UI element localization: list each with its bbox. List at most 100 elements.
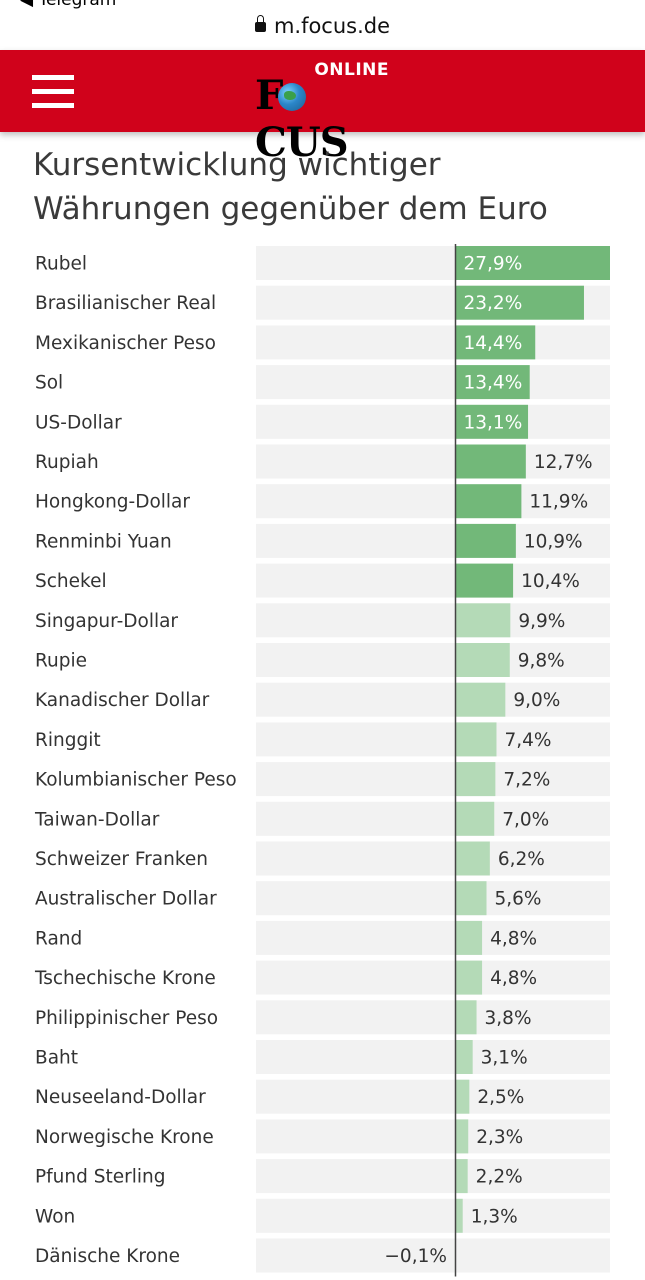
category-label: Rand bbox=[35, 928, 82, 949]
logo-online-text: ONLINE bbox=[314, 60, 389, 80]
category-label: Schekel bbox=[35, 571, 107, 592]
value-label: 4,8% bbox=[490, 968, 537, 989]
bar bbox=[455, 404, 529, 439]
focus-online-logo[interactable]: ONLINE FCUS bbox=[255, 60, 395, 166]
bar-track bbox=[256, 1000, 610, 1035]
category-label: Taiwan-Dollar bbox=[34, 809, 160, 830]
value-label: 3,1% bbox=[481, 1048, 528, 1069]
category-label: Tschechische Krone bbox=[34, 968, 216, 989]
category-label: Hongkong-Dollar bbox=[35, 492, 190, 513]
bar bbox=[455, 881, 487, 916]
category-label: Singapur-Dollar bbox=[35, 611, 178, 632]
category-label: Won bbox=[35, 1206, 75, 1227]
bar-track bbox=[256, 881, 610, 916]
value-label: 5,6% bbox=[495, 889, 542, 910]
bar bbox=[455, 722, 497, 757]
back-to-app-link[interactable]: ◀ Telegram bbox=[20, 0, 117, 10]
category-label: Rupiah bbox=[35, 452, 99, 473]
category-label: Baht bbox=[35, 1048, 78, 1069]
bar bbox=[455, 801, 495, 836]
bar bbox=[455, 1198, 463, 1233]
value-label: −0,1% bbox=[384, 1246, 447, 1267]
bar bbox=[455, 1000, 477, 1035]
category-label: Neuseeland-Dollar bbox=[35, 1087, 206, 1108]
value-label: 9,0% bbox=[513, 690, 560, 711]
value-label: 9,8% bbox=[518, 651, 565, 672]
value-label: 1,3% bbox=[471, 1206, 518, 1227]
value-label: 7,0% bbox=[502, 809, 549, 830]
value-label: 13,1% bbox=[464, 412, 523, 433]
chart-title: Kursentwicklung wichtiger Währungen gege… bbox=[33, 147, 548, 227]
bar bbox=[455, 484, 522, 519]
bar-track bbox=[256, 1198, 610, 1233]
value-label: 10,9% bbox=[524, 531, 583, 552]
bar bbox=[455, 365, 530, 400]
category-label: Mexikanischer Peso bbox=[35, 333, 216, 354]
category-label: Kolumbianischer Peso bbox=[35, 770, 237, 791]
value-label: 12,7% bbox=[534, 452, 593, 473]
value-label: 14,4% bbox=[464, 333, 523, 354]
bar bbox=[455, 1119, 469, 1154]
category-label: Philippinischer Peso bbox=[35, 1008, 218, 1029]
value-label: 9,9% bbox=[518, 611, 565, 632]
bar bbox=[455, 1040, 473, 1074]
bar bbox=[455, 325, 536, 360]
category-label: Ringgit bbox=[35, 730, 101, 751]
site-header: ONLINE FCUS bbox=[0, 50, 645, 166]
bar-track bbox=[256, 643, 610, 677]
globe-icon bbox=[278, 83, 306, 111]
bar-track bbox=[256, 841, 610, 876]
browser-bar: ◀ Telegram m.focus.de bbox=[0, 0, 645, 50]
category-label: Rupie bbox=[35, 651, 87, 672]
value-label: 4,8% bbox=[490, 928, 537, 949]
url-text: m.focus.de bbox=[273, 14, 391, 38]
category-label: Kanadischer Dollar bbox=[35, 690, 210, 711]
value-label: 2,2% bbox=[476, 1167, 523, 1188]
bar bbox=[455, 444, 526, 479]
bar bbox=[455, 960, 483, 995]
bar-track bbox=[256, 801, 610, 836]
category-label: Australischer Dollar bbox=[35, 889, 217, 910]
bar bbox=[455, 1159, 468, 1194]
bar-track bbox=[256, 444, 610, 479]
bar-track bbox=[256, 722, 610, 757]
bar-track bbox=[256, 1079, 610, 1114]
bar-track bbox=[256, 762, 610, 797]
bar-track bbox=[256, 404, 610, 439]
category-label: Rubel bbox=[35, 254, 87, 275]
bar-track bbox=[256, 960, 610, 995]
value-label: 7,4% bbox=[504, 730, 551, 751]
category-label: Pfund Sterling bbox=[35, 1167, 165, 1188]
bar-track bbox=[256, 563, 610, 598]
bar bbox=[455, 603, 511, 638]
bar-track bbox=[256, 1119, 610, 1154]
bar bbox=[455, 523, 516, 558]
value-label: 13,4% bbox=[464, 373, 523, 394]
category-label: Norwegische Krone bbox=[35, 1127, 214, 1148]
menu-icon[interactable] bbox=[32, 75, 74, 109]
bar-track bbox=[256, 1238, 610, 1273]
category-label: Sol bbox=[35, 373, 63, 394]
bar-track bbox=[256, 603, 610, 638]
bar bbox=[455, 682, 506, 717]
value-label: 10,4% bbox=[521, 571, 580, 592]
category-label: US-Dollar bbox=[35, 412, 122, 433]
category-label: Brasilianischer Real bbox=[35, 293, 216, 314]
bar-track bbox=[256, 1040, 610, 1074]
logo-focus-text: FCUS bbox=[255, 72, 349, 166]
address-bar[interactable]: m.focus.de bbox=[0, 14, 645, 38]
bar bbox=[455, 246, 610, 280]
bar bbox=[455, 563, 514, 598]
bar-track bbox=[256, 484, 610, 519]
bar bbox=[455, 841, 490, 876]
category-label: Dänische Krone bbox=[35, 1246, 180, 1267]
bar-track bbox=[256, 523, 610, 558]
category-label: Schweizer Franken bbox=[35, 849, 208, 870]
value-label: 7,2% bbox=[503, 770, 550, 791]
bar-track bbox=[256, 682, 610, 717]
lock-icon bbox=[254, 15, 266, 32]
bar bbox=[455, 1079, 470, 1114]
value-label: 11,9% bbox=[529, 492, 588, 513]
bar bbox=[455, 920, 483, 955]
